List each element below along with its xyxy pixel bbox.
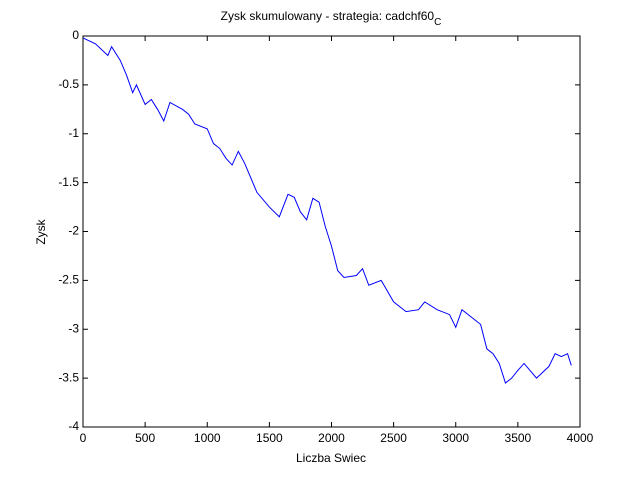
x-axis-label: Liczba Swiec bbox=[296, 451, 366, 465]
x-tick-label: 2000 bbox=[318, 431, 345, 445]
y-tick-label: -3.5 bbox=[58, 370, 79, 384]
x-tick-label: 1000 bbox=[194, 431, 221, 445]
y-tick-label: -2 bbox=[68, 224, 79, 238]
x-tick-label: 0 bbox=[80, 431, 87, 445]
title-main: Zysk skumulowany - strategia: cadchf60 bbox=[221, 9, 435, 23]
plot-frame bbox=[82, 35, 581, 428]
title-subscript: C bbox=[434, 17, 441, 28]
y-tick-label: -3 bbox=[68, 321, 79, 335]
data-line bbox=[82, 37, 572, 384]
x-tick-label: 3000 bbox=[442, 431, 469, 445]
x-tick-label: 4000 bbox=[567, 431, 594, 445]
y-tick-label: 0 bbox=[72, 28, 79, 42]
y-tick-label: -1.5 bbox=[58, 175, 79, 189]
x-tick-label: 1500 bbox=[256, 431, 283, 445]
chart-title: Zysk skumulowany - strategia: cadchf60C bbox=[221, 9, 442, 28]
y-tick-label: -4 bbox=[68, 419, 79, 433]
x-tick-label: 2500 bbox=[380, 431, 407, 445]
y-tick-label: -2.5 bbox=[58, 273, 79, 287]
y-axis-label: Zysk bbox=[34, 218, 48, 244]
x-tick-label: 3500 bbox=[505, 431, 532, 445]
y-tick-label: -1 bbox=[68, 126, 79, 140]
x-tick-label: 500 bbox=[135, 431, 155, 445]
y-tick-label: -0.5 bbox=[58, 77, 79, 91]
